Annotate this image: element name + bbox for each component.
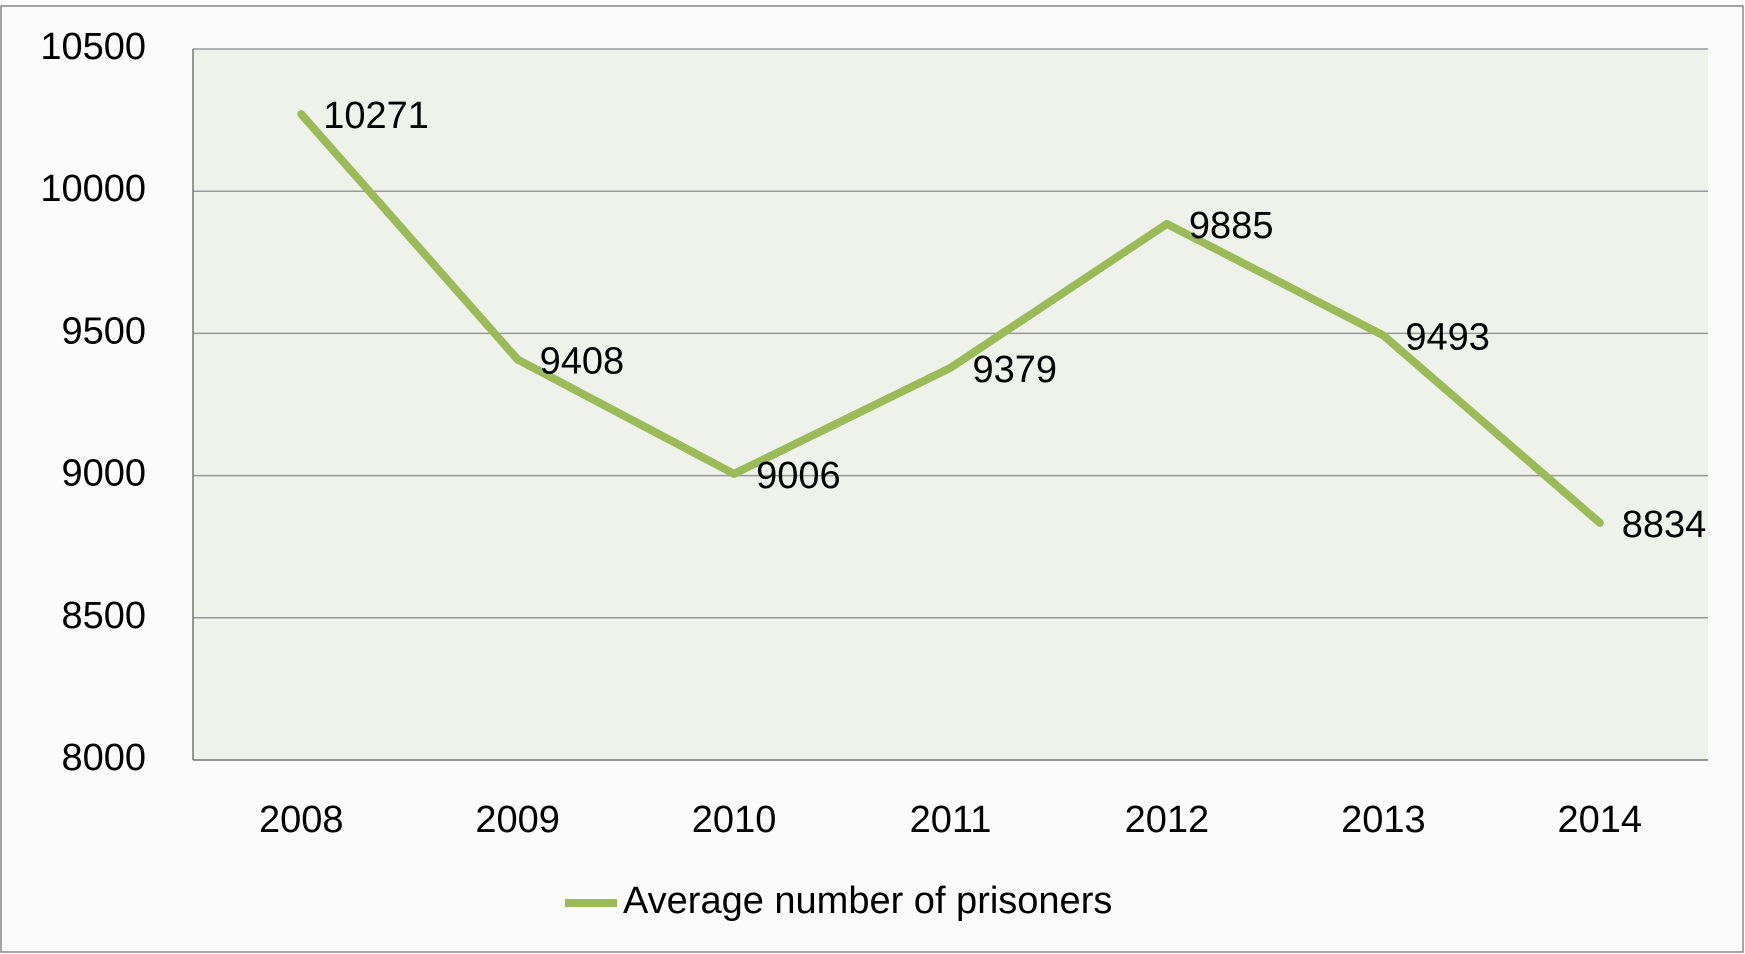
y-tick-label: 8500 [61,595,146,637]
y-tick-label: 9500 [61,310,146,352]
data-label: 9885 [1189,205,1274,247]
data-label: 9408 [540,341,625,383]
data-label: 9493 [1405,316,1490,358]
legend-label: Average number of prisoners [623,880,1112,922]
data-label: 10271 [323,95,429,137]
x-tick-label: 2012 [1125,799,1210,841]
data-label: 9006 [756,455,841,497]
x-tick-label: 2011 [910,799,992,841]
data-label: 9379 [973,349,1058,391]
x-tick-label: 2013 [1341,799,1426,841]
y-tick-label: 10000 [40,168,146,210]
y-tick-label: 9000 [61,453,146,495]
plot-area [193,49,1708,760]
y-tick-label: 8000 [61,737,146,779]
x-tick-label: 2010 [692,799,777,841]
line-series [297,110,1604,527]
y-tick-label: 10500 [40,26,146,68]
data-label: 8834 [1622,504,1707,546]
x-tick-label: 2014 [1558,799,1643,841]
x-tick-label: 2008 [259,799,344,841]
x-tick-label: 2009 [475,799,560,841]
